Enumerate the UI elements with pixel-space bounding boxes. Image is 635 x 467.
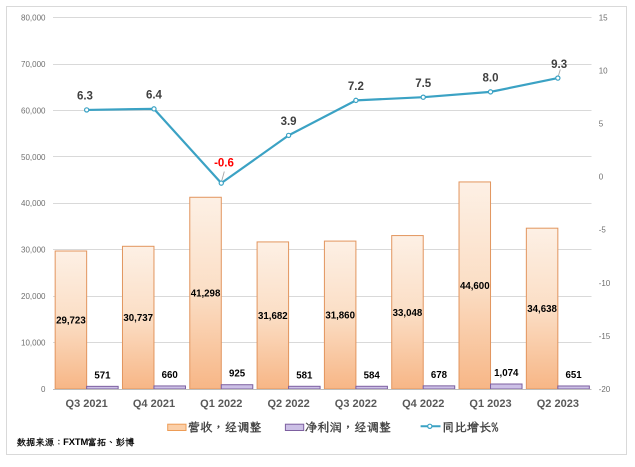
svg-text:FXTM: FXTM xyxy=(63,436,88,447)
svg-text:925: 925 xyxy=(229,369,246,380)
svg-text:60,000: 60,000 xyxy=(21,106,46,115)
svg-text:584: 584 xyxy=(364,370,381,381)
svg-text:678: 678 xyxy=(431,370,448,381)
svg-text:31,682: 31,682 xyxy=(258,311,288,322)
svg-text:-0.6: -0.6 xyxy=(214,158,234,170)
svg-text:-20: -20 xyxy=(599,385,611,394)
svg-text:-5: -5 xyxy=(599,226,607,235)
svg-text:50,000: 50,000 xyxy=(21,153,46,162)
svg-text:581: 581 xyxy=(296,370,313,381)
svg-text:8.0: 8.0 xyxy=(483,73,499,85)
svg-text:20,000: 20,000 xyxy=(21,292,46,301)
svg-text:34,638: 34,638 xyxy=(527,304,557,315)
svg-text:44,600: 44,600 xyxy=(460,281,490,292)
svg-text:5: 5 xyxy=(599,120,604,129)
svg-text:1,074: 1,074 xyxy=(494,368,519,379)
svg-text:0: 0 xyxy=(41,385,46,394)
svg-text:10,000: 10,000 xyxy=(21,338,46,347)
svg-text:Q3 2021: Q3 2021 xyxy=(66,398,108,410)
svg-text:7.2: 7.2 xyxy=(348,81,364,93)
svg-text:3.9: 3.9 xyxy=(281,116,297,128)
svg-text:Q4 2022: Q4 2022 xyxy=(402,398,444,410)
svg-text:7.5: 7.5 xyxy=(415,78,432,90)
svg-text:6.3: 6.3 xyxy=(77,91,93,103)
svg-text:70,000: 70,000 xyxy=(21,60,46,69)
svg-text:0: 0 xyxy=(599,173,604,182)
svg-text:Q2 2023: Q2 2023 xyxy=(537,398,579,410)
svg-text:Q2 2022: Q2 2022 xyxy=(267,398,309,410)
svg-text:Q4 2021: Q4 2021 xyxy=(133,398,175,410)
svg-text:Q3 2022: Q3 2022 xyxy=(335,398,377,410)
svg-text:15: 15 xyxy=(599,14,608,23)
svg-text:80,000: 80,000 xyxy=(21,14,46,23)
svg-text:6.4: 6.4 xyxy=(146,90,163,102)
svg-text:660: 660 xyxy=(162,370,178,381)
svg-text:40,000: 40,000 xyxy=(21,199,46,208)
svg-text:Q1 2022: Q1 2022 xyxy=(200,398,242,410)
svg-text:571: 571 xyxy=(94,370,111,381)
svg-text:Q1 2023: Q1 2023 xyxy=(469,398,511,410)
svg-text:30,737: 30,737 xyxy=(123,313,153,324)
svg-text:29,723: 29,723 xyxy=(56,316,86,327)
svg-text:-10: -10 xyxy=(599,279,611,288)
svg-text:30,000: 30,000 xyxy=(21,246,46,255)
svg-text:9.3: 9.3 xyxy=(551,59,567,71)
svg-text:31,860: 31,860 xyxy=(325,311,355,322)
svg-text:33,048: 33,048 xyxy=(393,308,423,319)
svg-text:41,298: 41,298 xyxy=(191,289,221,300)
svg-text:-15: -15 xyxy=(599,332,611,341)
svg-text:10: 10 xyxy=(599,67,608,76)
svg-text:651: 651 xyxy=(566,370,583,381)
